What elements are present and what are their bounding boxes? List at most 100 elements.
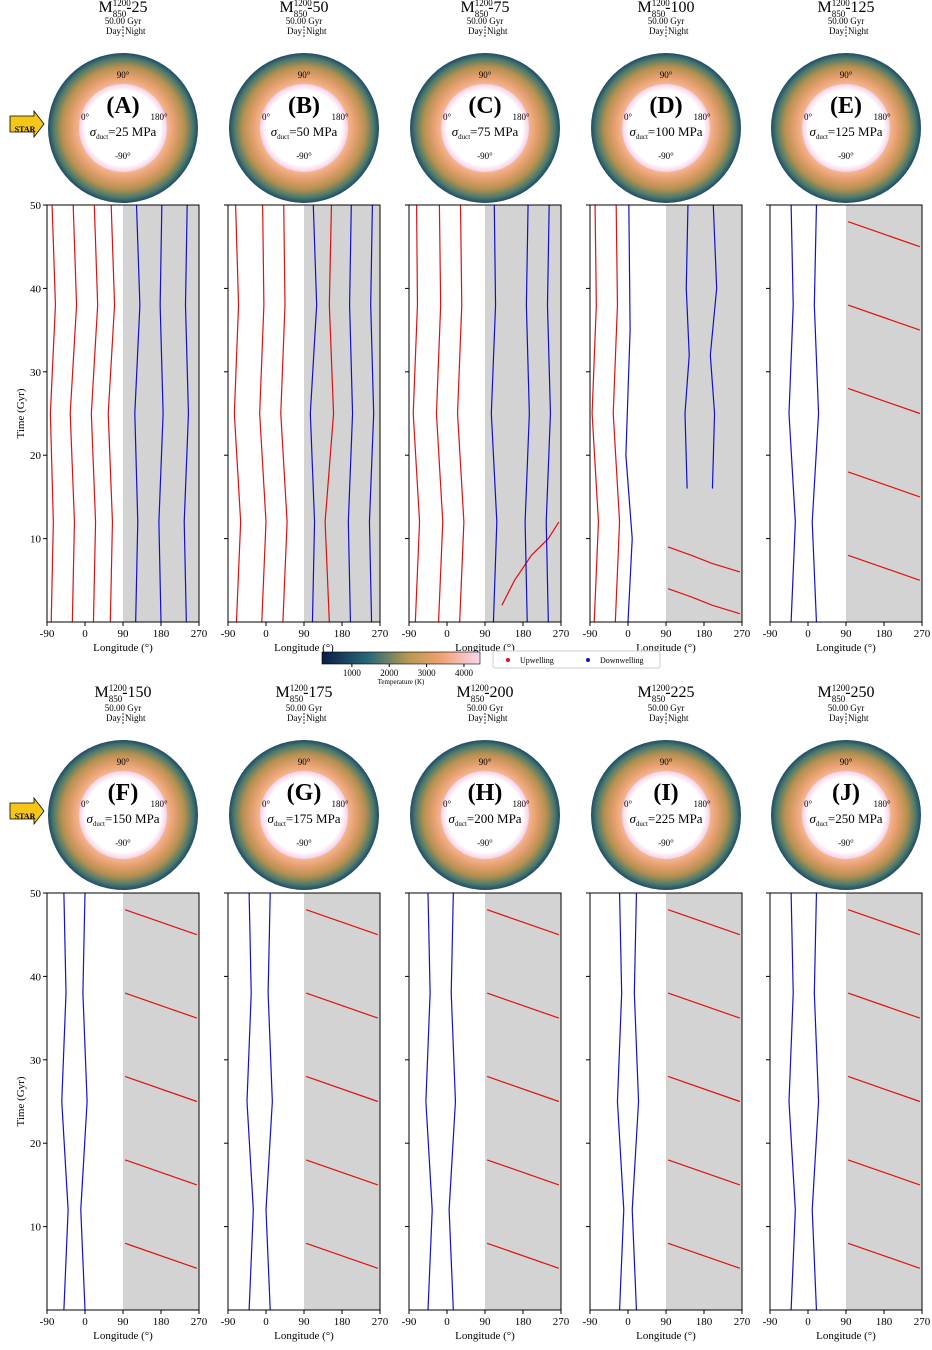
day-label: Day [649,713,664,723]
y-tick-label: 50 [30,888,42,900]
trace [134,204,141,623]
trace [435,204,444,623]
sigma-symbol: σ [629,811,636,826]
x-tick-label: 270 [734,628,751,640]
night-label: Night [848,713,869,723]
sigma-symbol: σ [86,811,93,826]
y-axis-label: Time (Gyr) [15,388,27,438]
day-label: Day [106,713,121,723]
trace [612,204,621,623]
sigma-sub: duct [455,820,467,828]
x-tick-label: 270 [914,1316,931,1328]
trace [847,304,921,331]
nightside-shade [123,893,199,1310]
angle-label: -90° [658,151,674,161]
x-tick-label: 180 [515,1316,532,1328]
trace [80,892,88,1311]
x-tick-label: 90 [841,628,853,640]
angle-label: -90° [477,151,493,161]
panel-letter: (E) [830,93,862,119]
sigma-label: σduct=100 MPa [629,124,702,141]
angle-label: 0° [804,799,813,809]
x-tick-label: 90 [299,1316,311,1328]
sigma-symbol: σ [809,124,816,139]
panel-letter: (F) [108,780,139,806]
trace [847,554,921,581]
x-tick-label: 0 [625,628,631,640]
trace [788,204,796,623]
sigma-symbol: σ [267,811,274,826]
day-label: Day [829,713,844,723]
x-tick-label: -90 [40,1316,55,1328]
panel-title: M1200 850-175 [275,683,332,704]
sigma-label: σduct=250 MPa [809,811,882,828]
trace [625,204,633,623]
x-tick-label: 0 [263,1316,269,1328]
core [79,771,167,859]
angle-label: 0° [81,799,90,809]
title-base: M [98,0,112,16]
title-suffix: -175 [303,684,332,701]
sigma-value: =75 MPa [470,124,518,139]
time-label: 50.00 Gyr [105,703,142,713]
x-axis-label: Longitude (°) [455,1330,515,1342]
x-axis-label: Longitude (°) [93,642,153,654]
x-tick-label: 0 [444,1316,450,1328]
panel-title: M1200 850-50 [279,0,328,19]
angle-label: 90° [117,70,130,80]
angle-label: 180° [512,112,530,122]
title-sup: 1200 [832,683,851,693]
angle-label: -90° [658,838,674,848]
panel-letter: (J) [832,780,860,806]
angle-label: 0° [443,112,452,122]
night-label: Night [306,713,327,723]
legend-marker [506,658,510,662]
angle-label: 0° [262,112,271,122]
trace [456,204,465,623]
trace [545,204,552,623]
sigma-symbol: σ [809,811,816,826]
x-tick-label: -90 [40,628,55,640]
trace [811,892,820,1311]
nightside-shade [304,893,380,1310]
x-axis-label: Longitude (°) [274,642,334,654]
angle-label: 90° [840,70,853,80]
time-label: 50.00 Gyr [828,703,865,713]
angle-label: -90° [296,838,312,848]
x-tick-label: 270 [372,1316,389,1328]
trace [183,204,190,623]
core [622,84,710,172]
sigma-sub: duct [96,133,108,141]
core [260,771,348,859]
core [260,84,348,172]
nightside-shade [304,205,380,622]
sigma-sub: duct [274,820,286,828]
trace [847,471,921,498]
x-tick-label: -90 [763,1316,778,1328]
trace [305,1075,379,1103]
title-base: M [279,0,293,16]
sigma-label: σduct=50 MPa [271,124,338,141]
y-tick-label: 40 [30,971,42,983]
sigma-symbol: σ [90,124,97,139]
trace [233,204,242,623]
trace [709,204,718,489]
trace [69,204,78,623]
day-label: Day [468,713,483,723]
title-base: M [637,684,651,701]
trace [667,992,741,1019]
trace [486,1159,560,1186]
day-label: Day [649,26,664,36]
nightside-shade [666,893,742,1310]
y-tick-label: 50 [30,200,42,212]
x-tick-label: 90 [841,1316,853,1328]
x-tick-label: -90 [583,628,598,640]
trace [847,1159,921,1186]
y-tick-label: 20 [30,1138,42,1150]
trace [524,204,530,623]
trace [124,1242,198,1269]
x-tick-label: 90 [299,628,311,640]
legend-box [492,650,661,669]
nightside-shade [485,205,561,622]
